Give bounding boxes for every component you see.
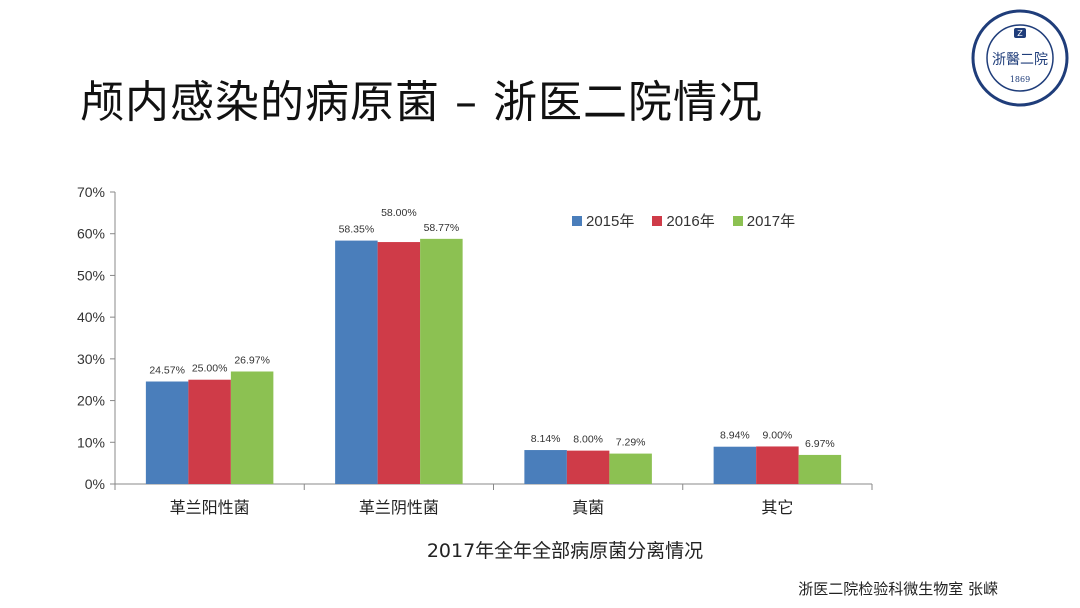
bar <box>798 454 842 484</box>
bar <box>756 446 799 484</box>
x-category-label: 革兰阳性菌 <box>170 498 250 517</box>
legend-swatch-2016 <box>652 215 663 226</box>
y-axis: 0% 10% 20% 30% 40% 50% 60% 70% <box>77 184 116 492</box>
svg-text:Z: Z <box>1017 29 1023 38</box>
data-label: 58.35% <box>339 224 375 236</box>
legend: 2015年 2016年 2017年 <box>572 210 795 231</box>
logo-text: 浙醫二院 <box>992 52 1048 68</box>
y-tick-label: 60% <box>77 226 105 242</box>
legend-swatch-2017 <box>732 215 743 226</box>
y-tick-label: 20% <box>77 393 105 409</box>
bar <box>420 238 463 484</box>
bars <box>145 238 842 484</box>
bar <box>566 450 610 484</box>
data-label: 8.00% <box>573 434 603 446</box>
legend-item-2017: 2017年 <box>732 210 796 231</box>
data-label: 26.97% <box>234 354 270 366</box>
chart-caption: 2017年全年全部病原菌分离情况 <box>426 540 704 562</box>
x-axis: 革兰阳性菌 革兰阴性菌 真菌 其它 <box>114 483 873 517</box>
y-tick-label: 70% <box>77 184 105 200</box>
data-label: 58.77% <box>424 222 460 234</box>
legend-label-2017: 2017年 <box>746 213 796 230</box>
x-category-label: 真菌 <box>572 498 604 517</box>
data-label: 58.00% <box>381 207 417 219</box>
bar <box>145 381 189 484</box>
data-label: 6.97% <box>805 438 835 450</box>
legend-item-2015: 2015年 <box>572 210 634 231</box>
bar <box>609 453 652 484</box>
data-labels: 24.57% 58.35% 8.14% 8.94% 25.00% 58.00% 8.00% 9… <box>149 207 834 450</box>
data-label: 7.29% <box>616 437 646 449</box>
legend-label-2015: 2015年 <box>586 213 635 230</box>
y-tick-label: 40% <box>77 309 105 325</box>
bar <box>230 371 274 484</box>
data-label: 25.00% <box>192 363 228 375</box>
legend-swatch-2015 <box>572 215 582 226</box>
y-tick-label: 50% <box>77 267 105 283</box>
y-tick-label: 0% <box>85 476 105 492</box>
legend-item-2016: 2016年 <box>652 210 715 231</box>
bar <box>524 450 567 484</box>
bar <box>377 242 421 484</box>
data-label: 24.57% <box>149 365 185 377</box>
data-label: 8.94% <box>720 430 750 442</box>
legend-label-2016: 2016年 <box>666 213 715 230</box>
logo-year: 1869 <box>1010 75 1030 84</box>
hospital-logo: Z 浙醫二院 1869 <box>971 9 1069 107</box>
x-category-label: 革兰阴性菌 <box>359 498 439 517</box>
y-tick-label: 10% <box>77 434 105 450</box>
data-label: 8.14% <box>531 433 561 445</box>
slide-title: 颅内感染的病原菌 – 浙医二院情况 <box>80 77 763 128</box>
bar <box>713 446 757 484</box>
data-label: 9.00% <box>762 429 792 441</box>
x-category-label: 其它 <box>761 498 793 517</box>
y-tick-label: 30% <box>77 351 105 367</box>
bar <box>335 240 378 484</box>
bar <box>188 379 231 484</box>
slide-footer: 浙医二院检验科微生物室 张嵘 <box>798 580 998 598</box>
